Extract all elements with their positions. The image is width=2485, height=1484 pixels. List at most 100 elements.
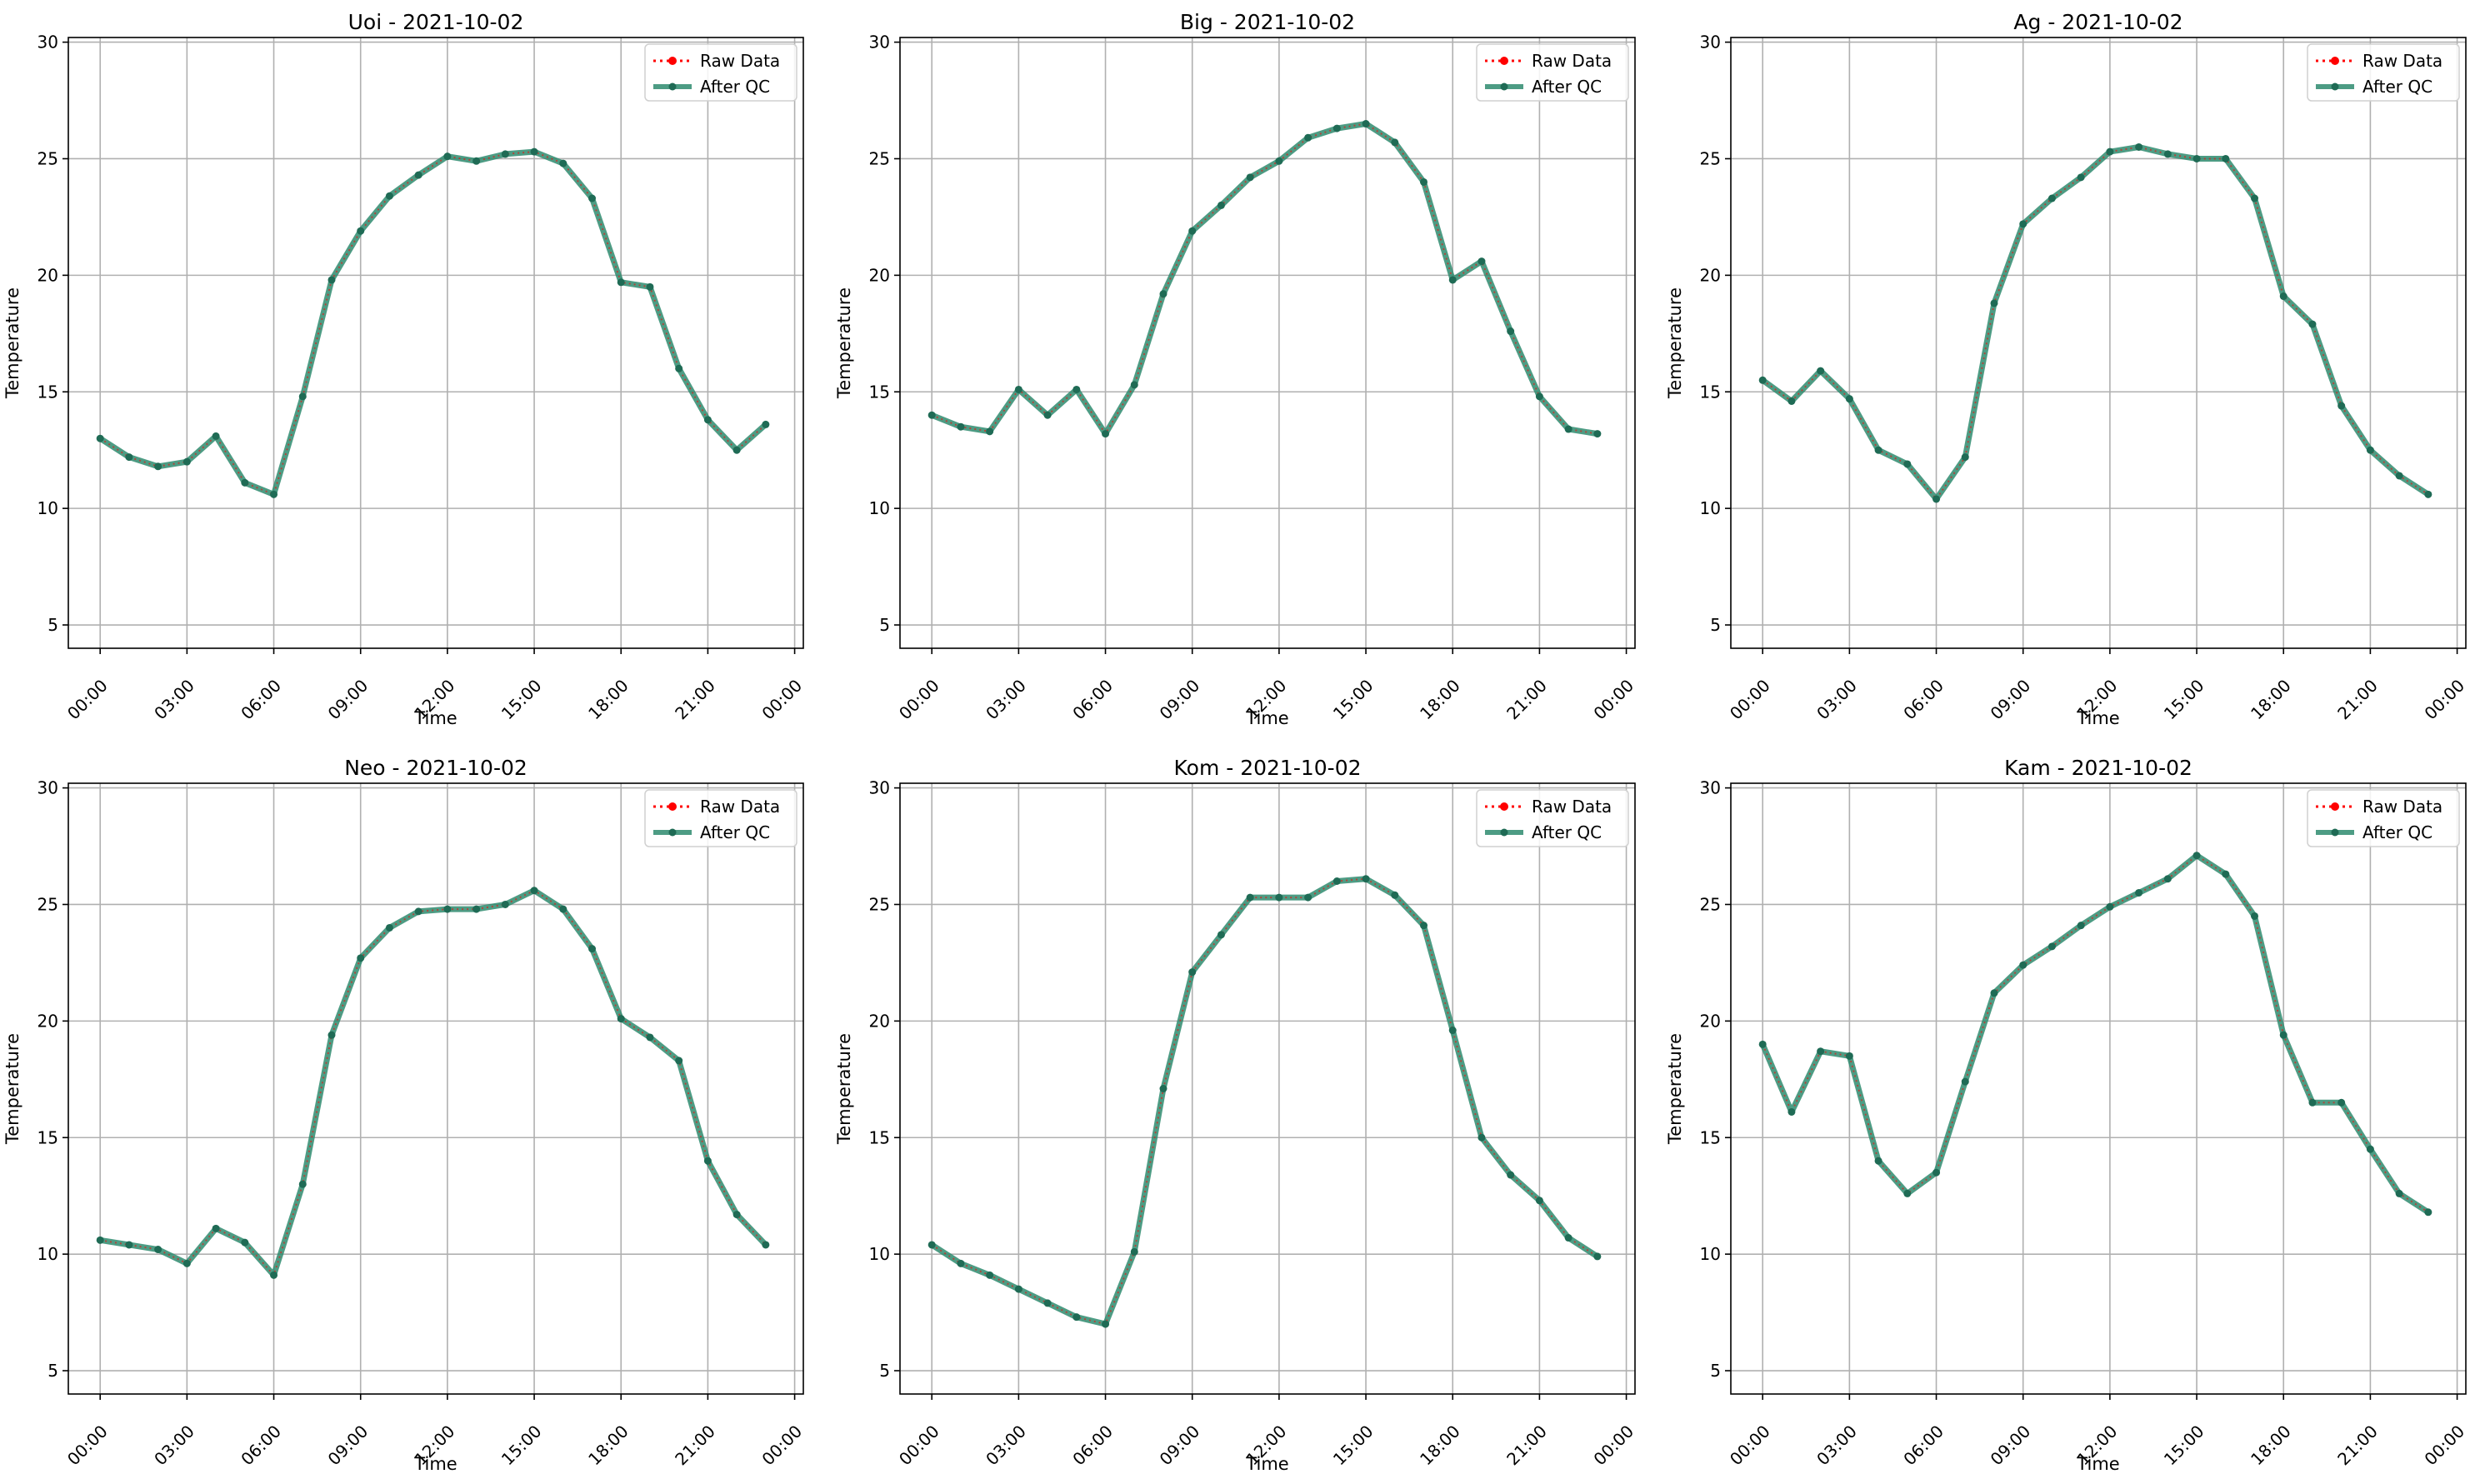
x-tick-label: 15:00 — [1329, 676, 1378, 724]
data-point-after-qc — [125, 1241, 133, 1249]
data-point-after-qc — [1817, 1047, 1825, 1056]
y-tick-label: 25 — [38, 148, 58, 168]
data-point-after-qc — [501, 900, 509, 908]
data-point-after-qc — [1362, 875, 1370, 883]
y-tick-label: 25 — [869, 894, 890, 914]
legend-label-raw-data: Raw Data — [2362, 797, 2442, 817]
series-line-after-qc — [99, 887, 768, 1278]
data-point-after-qc — [1448, 276, 1457, 284]
x-tick-label: 06:00 — [1068, 676, 1117, 724]
data-point-after-qc — [1043, 1299, 1052, 1307]
data-point-after-qc — [125, 453, 133, 462]
data-point-after-qc — [2019, 220, 2028, 228]
legend-label-after-qc: After QC — [2362, 77, 2432, 97]
plot-frame — [68, 37, 804, 649]
legend: Raw Data After QC — [2307, 789, 2460, 847]
data-point-after-qc — [96, 434, 104, 442]
data-point-after-qc — [212, 432, 220, 440]
data-point-after-qc — [1014, 1285, 1022, 1293]
x-tick-label: 00:00 — [758, 676, 806, 724]
data-point-after-qc — [675, 1057, 683, 1065]
x-tick-label: 18:00 — [2247, 1422, 2295, 1470]
legend-marker-after-qc — [1500, 828, 1508, 837]
data-point-after-qc — [1217, 201, 1225, 209]
data-point-after-qc — [270, 1271, 278, 1279]
y-tick-label: 25 — [869, 148, 890, 168]
y-tick-label: 15 — [869, 382, 890, 402]
data-point-after-qc — [762, 1241, 770, 1249]
grid — [900, 37, 1635, 648]
data-point-after-qc — [2251, 912, 2259, 920]
data-point-after-qc — [1448, 1027, 1457, 1035]
data-point-after-qc — [1874, 446, 1882, 454]
series-line-raw-data — [1762, 146, 2429, 501]
data-point-after-qc — [1332, 877, 1341, 886]
data-point-after-qc — [732, 1211, 741, 1219]
data-point-after-qc — [1275, 157, 1283, 165]
data-point-after-qc — [2019, 961, 2028, 969]
y-tick-label: 30 — [1700, 778, 1721, 798]
x-tick-label: 00:00 — [1589, 676, 1638, 724]
plot-frame — [1730, 782, 2467, 1395]
data-point-after-qc — [1102, 430, 1110, 438]
x-tick-label: 03:00 — [150, 1422, 198, 1470]
x-tick-label: 00:00 — [1726, 1422, 1774, 1470]
data-point-after-qc — [530, 147, 538, 156]
data-point-after-qc — [2192, 154, 2201, 162]
chart-title: Kom - 2021-10-02 — [1174, 756, 1362, 780]
data-point-after-qc — [1961, 453, 1969, 462]
x-tick-label: 21:00 — [2333, 1422, 2382, 1470]
y-tick-label: 20 — [869, 1011, 890, 1031]
data-point-after-qc — [1159, 1085, 1168, 1092]
grid — [68, 783, 803, 1394]
y-tick-label: 30 — [869, 778, 890, 798]
data-point-after-qc — [1072, 1313, 1081, 1322]
data-point-after-qc — [357, 227, 365, 235]
data-point-after-qc — [182, 457, 191, 466]
legend-marker-after-qc — [2331, 82, 2339, 91]
x-tick-label: 15:00 — [498, 1422, 546, 1470]
y-tick-label: 15 — [38, 1127, 58, 1147]
y-axis-label: Temperature — [1665, 287, 1685, 399]
data-point-after-qc — [2251, 194, 2259, 202]
x-tick-label: 00:00 — [2420, 676, 2468, 724]
data-point-after-qc — [617, 278, 625, 287]
subplot-4: 00:00 03:00 06:00 09:00 12:00 15:00 18:00 21:00… — [2, 756, 806, 1474]
legend: Raw Data After QC — [2307, 43, 2460, 102]
x-tick-label: 06:00 — [1899, 676, 1948, 724]
series-line-after-qc — [930, 876, 1599, 1327]
data-point-after-qc — [2366, 446, 2374, 454]
x-axis-label: Time — [413, 1454, 457, 1474]
legend-marker-raw-data — [668, 57, 677, 65]
legend-marker-after-qc — [668, 828, 677, 837]
data-point-after-qc — [357, 954, 365, 962]
data-point-after-qc — [1275, 893, 1283, 902]
y-axis-label: Temperature — [1665, 1033, 1685, 1145]
y-tick-label: 5 — [879, 1361, 890, 1381]
x-tick-label: 21:00 — [671, 1422, 719, 1470]
data-point-after-qc — [1932, 1168, 1941, 1177]
y-axis-label: Temperature — [834, 287, 854, 399]
data-point-after-qc — [1758, 1040, 1767, 1048]
data-point-after-qc — [2279, 292, 2288, 301]
data-point-after-qc — [2338, 1098, 2346, 1107]
plot-frame — [899, 782, 1636, 1395]
x-tick-label: 21:00 — [671, 676, 719, 724]
legend-marker-raw-data — [668, 802, 677, 811]
data-point-after-qc — [1593, 430, 1602, 438]
y-tick-label: 20 — [38, 265, 58, 285]
data-point-after-qc — [1159, 290, 1168, 298]
data-point-after-qc — [1188, 968, 1197, 977]
legend-label-raw-data: Raw Data — [2362, 51, 2442, 71]
data-point-after-qc — [1564, 1234, 1572, 1242]
data-point-after-qc — [1391, 138, 1399, 147]
data-point-after-qc — [1961, 1077, 1969, 1086]
data-point-after-qc — [703, 416, 712, 424]
data-point-after-qc — [2106, 147, 2114, 156]
legend: Raw Data After QC — [644, 43, 798, 102]
data-point-after-qc — [2192, 852, 2201, 860]
data-point-after-qc — [154, 462, 162, 471]
chart-title: Ag - 2021-10-02 — [2013, 10, 2182, 34]
series-line-raw-data — [1762, 854, 2429, 1213]
x-tick-label: 09:00 — [1156, 676, 1204, 724]
